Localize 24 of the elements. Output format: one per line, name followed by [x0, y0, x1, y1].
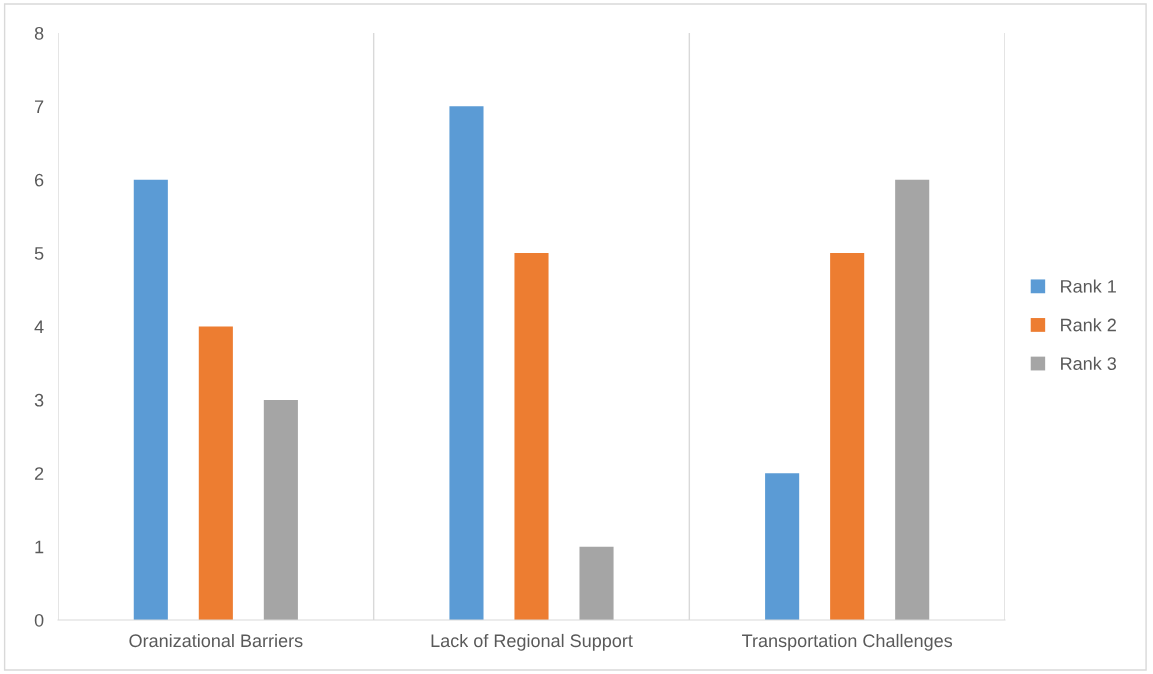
x-tick-label: Oranizational Barriers: [129, 633, 303, 648]
y-tick-label: 2: [34, 467, 44, 480]
bar: [579, 546, 614, 620]
legend-label: Rank 3: [1061, 356, 1117, 370]
y-tick-label: 7: [35, 100, 44, 113]
legend-label: Rank 2: [1061, 318, 1116, 332]
y-tick-label: 5: [34, 247, 44, 260]
y-tick-label: 6: [34, 173, 44, 187]
y-tick-label: 1: [35, 540, 44, 554]
y-tick-label: 3: [34, 393, 44, 407]
bar: [514, 253, 549, 620]
bar: [765, 473, 800, 620]
bar: [830, 253, 865, 620]
y-tick-label: 0: [34, 613, 44, 627]
x-tick-label: Transportation Challenges: [742, 633, 953, 651]
bar: [133, 179, 168, 620]
bar: [263, 399, 298, 620]
y-tick-label: 8: [34, 26, 44, 40]
bar: [449, 106, 484, 620]
x-tick-label: Lack of Regional Support: [431, 633, 633, 651]
legend-label: Rank 1: [1061, 279, 1116, 293]
y-tick-label: 4: [34, 320, 44, 334]
bar: [198, 326, 233, 620]
bar: [895, 179, 930, 620]
